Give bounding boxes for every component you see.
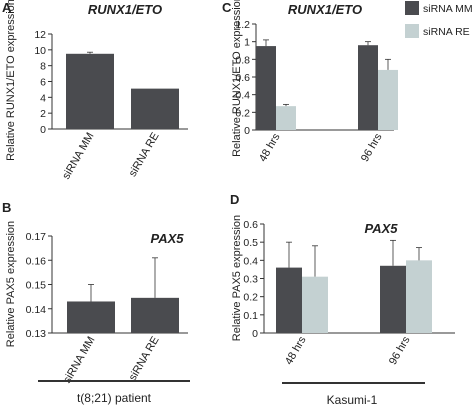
y-tick-label: 0.3 bbox=[243, 274, 258, 286]
panel-letter: D bbox=[230, 192, 239, 207]
x-tick-label: siRNA MM bbox=[60, 131, 96, 182]
y-tick-label: 0.6 bbox=[235, 72, 250, 84]
bar bbox=[256, 46, 276, 131]
bar bbox=[131, 88, 179, 129]
chart-title: RUNX1/ETO bbox=[288, 2, 362, 17]
group-label: t(8;21) patient bbox=[77, 391, 152, 405]
legend-label: siRNA RE bbox=[423, 26, 470, 38]
y-axis-label: Relative RUNX1/ETO expression bbox=[231, 0, 243, 157]
bar bbox=[66, 53, 114, 129]
panel-a: A RUNX1/ETO Relative RUNX1/ETO expression 0… bbox=[2, 0, 188, 181]
y-tick-label: 2 bbox=[40, 108, 46, 120]
bar bbox=[276, 106, 296, 130]
y-tick-label: 0 bbox=[244, 125, 250, 137]
y-tick-label: 0.2 bbox=[243, 292, 258, 304]
panel-c: C RUNX1/ETO Relative RUNX1/ETO expression 0… bbox=[222, 0, 473, 164]
y-tick-label: 0 bbox=[252, 328, 258, 340]
legend-swatch bbox=[405, 1, 419, 15]
bar bbox=[378, 69, 398, 130]
y-tick-label: 0 bbox=[40, 124, 46, 136]
bar bbox=[67, 301, 115, 333]
y-tick-label: 0.6 bbox=[243, 219, 258, 231]
group-label: Kasumi-1 bbox=[327, 393, 378, 407]
bar bbox=[276, 267, 302, 333]
panel-b: B PAX5 Relative PAX5 expression 0.13 0.14 0.1… bbox=[2, 200, 190, 405]
chart-title: RUNX1/ETO bbox=[88, 2, 162, 17]
y-tick-label: 0.5 bbox=[243, 237, 258, 249]
y-tick-label: 1 bbox=[244, 37, 250, 49]
bar bbox=[358, 45, 378, 131]
y-tick-label: 10 bbox=[34, 45, 46, 57]
x-tick-label: siRNA RE bbox=[127, 131, 162, 179]
panel-letter: A bbox=[2, 0, 12, 15]
legend: siRNA MM siRNA RE bbox=[405, 1, 473, 38]
y-tick-label: 0.14 bbox=[26, 304, 47, 316]
y-tick-label: 0.16 bbox=[26, 255, 47, 267]
x-tick-label: 48 hrs bbox=[283, 334, 309, 367]
y-tick-label: 1.2 bbox=[235, 19, 250, 31]
y-axis-label: Relative PAX5 expression bbox=[231, 215, 243, 341]
y-tick-label: 12 bbox=[34, 29, 46, 41]
y-tick-label: 6 bbox=[40, 77, 46, 89]
bar bbox=[380, 265, 406, 333]
panel-d: D PAX5 Relative PAX5 expression 0 0.1 0.2 0.3 0… bbox=[230, 192, 455, 407]
x-tick-label: siRNA MM bbox=[61, 335, 97, 386]
y-axis-label: Relative RUNX1/ETO expression bbox=[5, 0, 17, 161]
x-tick-label: 48 hrs bbox=[257, 131, 283, 164]
y-tick-label: 0.1 bbox=[243, 310, 258, 322]
x-tick-label: 96 hrs bbox=[387, 334, 413, 367]
x-tick-label: siRNA RE bbox=[127, 335, 162, 383]
chart-title: PAX5 bbox=[365, 221, 399, 236]
y-tick-label: 4 bbox=[40, 92, 46, 104]
chart-title: PAX5 bbox=[151, 231, 185, 246]
bar bbox=[302, 276, 328, 333]
legend-swatch bbox=[405, 24, 419, 38]
bar bbox=[131, 297, 179, 333]
bar bbox=[406, 260, 432, 333]
y-tick-label: 0.17 bbox=[26, 231, 47, 243]
y-tick-label: 0.4 bbox=[243, 255, 258, 267]
y-tick-label: 0.13 bbox=[26, 328, 47, 340]
y-tick-label: 0.8 bbox=[235, 54, 250, 66]
panel-letter: B bbox=[2, 200, 11, 215]
y-tick-label: 0.2 bbox=[235, 107, 250, 119]
x-tick-label: 96 hrs bbox=[359, 131, 385, 164]
legend-label: siRNA MM bbox=[423, 3, 473, 15]
panel-letter: C bbox=[222, 0, 232, 15]
y-tick-label: 8 bbox=[40, 61, 46, 73]
y-tick-label: 0.4 bbox=[235, 90, 250, 102]
y-tick-label: 0.15 bbox=[26, 280, 47, 292]
y-axis-label: Relative PAX5 expression bbox=[5, 221, 17, 347]
